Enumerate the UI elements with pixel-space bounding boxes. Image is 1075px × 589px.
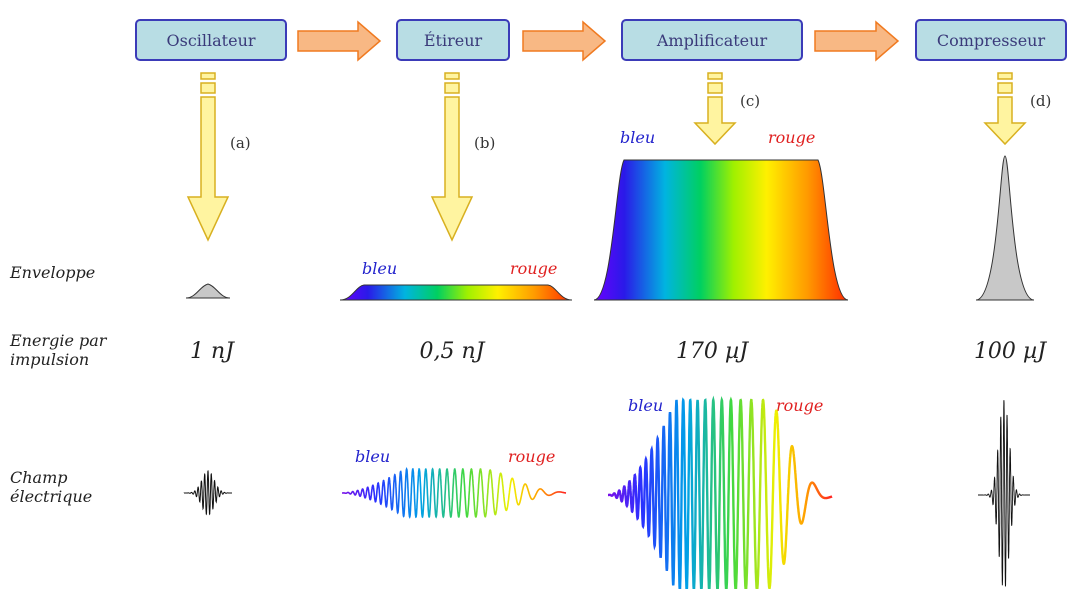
row-label-champ-1: Champ: [10, 468, 68, 487]
spectrum-red-c: rouge: [768, 128, 815, 147]
row-label-energie-2: impulsion: [10, 350, 89, 369]
down-arrow-d: [983, 72, 1027, 146]
stage-box-etireur: Étireur: [396, 19, 510, 61]
field-blue-b: bleu: [355, 447, 390, 466]
down-arrow-b: [430, 72, 474, 242]
field-red-b: rouge: [508, 447, 555, 466]
energy-oscillateur: 1 nJ: [190, 339, 235, 364]
row-label-energie-1: Energie par: [9, 331, 108, 350]
flow-arrow-2: [522, 20, 607, 62]
envelope-oscillateur: [185, 283, 231, 299]
flow-arrow-1: [297, 20, 382, 62]
spectrum-red-b: rouge: [510, 259, 557, 278]
stage-label-etireur: Étireur: [424, 30, 483, 50]
spectrum-blue-b: bleu: [362, 259, 397, 278]
envelope-compresseur: [975, 155, 1035, 301]
label-d: (d): [1030, 92, 1051, 110]
field-etireur: [342, 467, 567, 519]
down-arrow-a: [186, 72, 230, 242]
row-label-champ-2: électrique: [10, 487, 92, 506]
label-c: (c): [740, 92, 760, 110]
stage-box-amplificateur: Amplificateur: [621, 19, 803, 61]
envelope-etireur: [339, 284, 573, 301]
field-compresseur: [978, 400, 1030, 587]
label-a: (a): [230, 134, 251, 152]
stage-box-oscillateur: Oscillateur: [135, 19, 287, 61]
field-blue-c: bleu: [628, 396, 663, 415]
flow-arrow-3: [814, 20, 900, 62]
energy-etireur: 0,5 nJ: [420, 339, 486, 364]
energy-amplificateur: 170 µJ: [676, 339, 749, 364]
stage-label-compresseur: Compresseur: [937, 31, 1046, 50]
field-amplificateur: [608, 395, 833, 589]
down-arrow-c: [693, 72, 737, 146]
stage-label-oscillateur: Oscillateur: [166, 31, 255, 50]
stage-box-compresseur: Compresseur: [915, 19, 1067, 61]
field-red-c: rouge: [776, 396, 823, 415]
stage-label-amplificateur: Amplificateur: [656, 31, 768, 50]
envelope-amplificateur: [593, 159, 849, 301]
field-oscillateur: [183, 470, 232, 516]
spectrum-blue-c: bleu: [620, 128, 655, 147]
label-b: (b): [474, 134, 495, 152]
energy-compresseur: 100 µJ: [974, 339, 1047, 364]
row-label-enveloppe: Enveloppe: [9, 263, 95, 282]
